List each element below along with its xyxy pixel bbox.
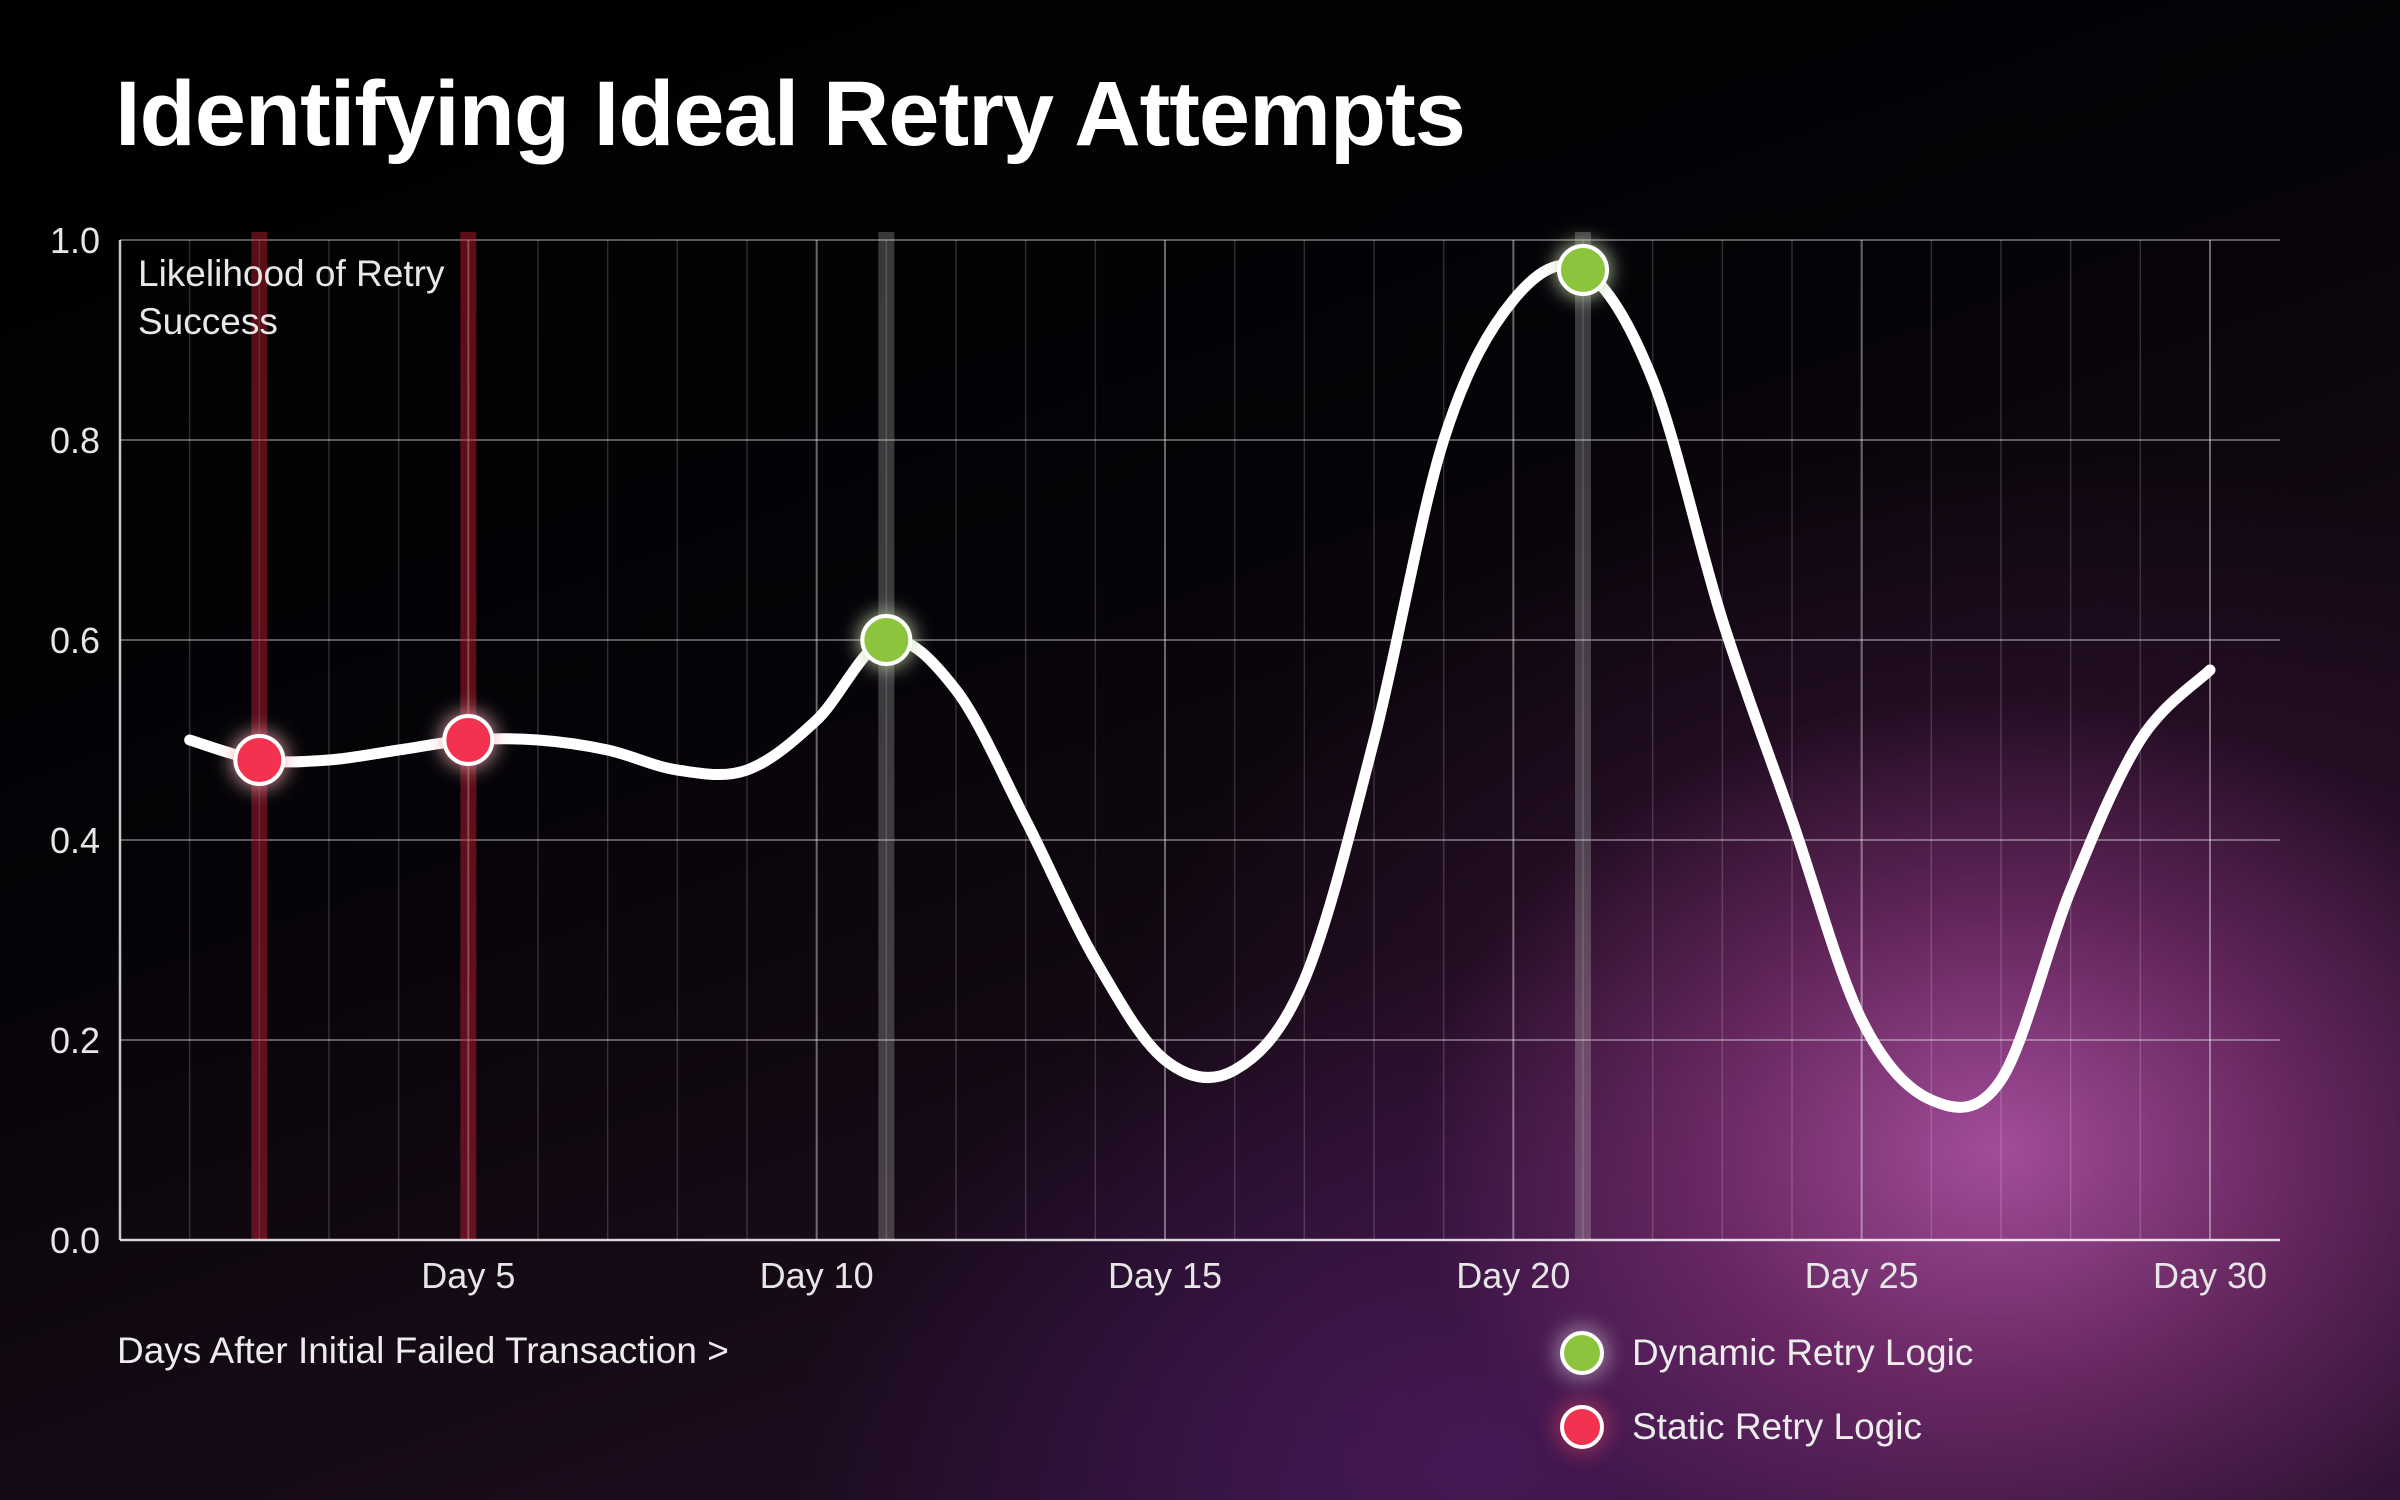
- legend-item-dynamic: Dynamic Retry Logic: [1560, 1323, 1973, 1383]
- legend-label-dynamic: Dynamic Retry Logic: [1632, 1332, 1974, 1373]
- x-tick-labels: Day 5 Day 10 Day 15 Day 20 Day 25 Day 30: [421, 1255, 2267, 1296]
- x-tick-label: Day 30: [2153, 1255, 2267, 1296]
- grid: [119, 239, 2280, 1241]
- series-line: [184, 259, 2216, 1113]
- y-tick-label: 0.2: [50, 1020, 100, 1061]
- x-tick-label: Day 10: [760, 1255, 874, 1296]
- axes: [118, 240, 2280, 1242]
- y-tick-label: 0.6: [50, 620, 100, 661]
- chart-title: Identifying Ideal Retry Attempts: [115, 63, 1466, 165]
- x-axis-title: Days After Initial Failed Transaction >: [117, 1330, 729, 1371]
- x-tick-label: Day 25: [1805, 1255, 1919, 1296]
- highlight-bands: [251, 232, 1591, 1240]
- x-tick-label: Day 5: [421, 1255, 515, 1296]
- dynamic-retry-marker: [860, 614, 913, 666]
- y-tick-label: 1.0: [50, 220, 100, 261]
- x-tick-label: Day 15: [1108, 1255, 1222, 1296]
- legend-label-static: Static Retry Logic: [1632, 1406, 1922, 1447]
- legend-swatch-static: [1560, 1405, 1604, 1449]
- x-tick-label: Day 20: [1456, 1255, 1570, 1296]
- series-line-layer: [184, 259, 2216, 1113]
- marker-layer: [233, 244, 1609, 786]
- static-retry-marker: [233, 734, 286, 786]
- legend-swatch-dynamic: [1560, 1331, 1604, 1375]
- y-tick-label: 0.4: [50, 820, 100, 861]
- static-retry-marker: [442, 714, 495, 766]
- y-tick-label: 0.8: [50, 420, 100, 461]
- dynamic-retry-marker: [1557, 244, 1609, 296]
- y-tick-label: 0.0: [50, 1220, 100, 1261]
- legend-item-static: Static Retry Logic: [1560, 1397, 1922, 1457]
- plot-annotation: Likelihood of Retry Success: [138, 253, 445, 342]
- y-tick-labels: 0.0 0.2 0.4 0.6 0.8 1.0: [50, 220, 100, 1261]
